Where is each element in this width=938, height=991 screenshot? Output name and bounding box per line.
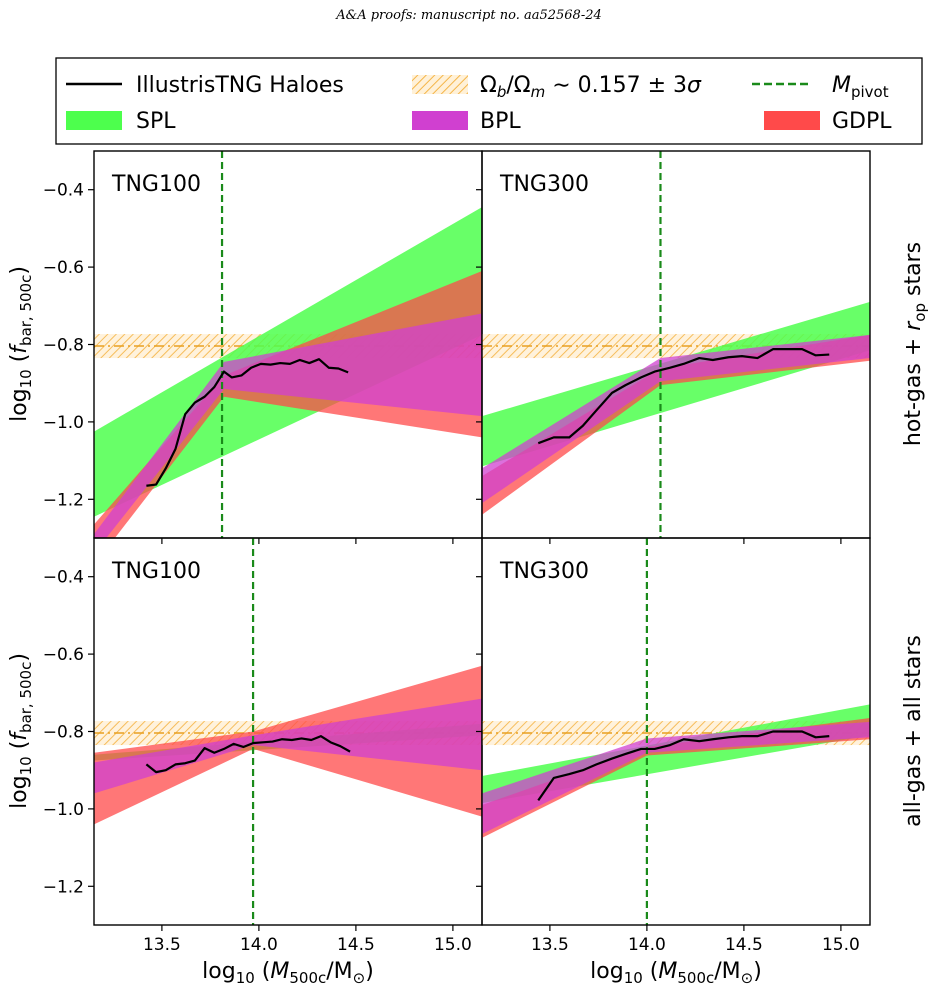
x-axis-label: log10 (M500c/M⊙) xyxy=(202,959,374,987)
panel-title: TNG300 xyxy=(499,172,589,197)
legend-label: GDPL xyxy=(832,109,892,134)
haloes-line xyxy=(537,348,830,445)
y-tick-label: −0.8 xyxy=(43,336,84,356)
x-tick-label: 14.0 xyxy=(240,935,278,955)
y-tick-label: −1.0 xyxy=(43,800,84,820)
y-tick-label: −0.4 xyxy=(43,181,84,201)
axis-labels: log10 (M500c/M⊙) log10 (M500c/M⊙) log10 (f… xyxy=(7,242,929,987)
row-label: all-gas + all stars xyxy=(901,635,926,827)
legend-swatch xyxy=(412,75,468,94)
haloes-line xyxy=(537,730,830,802)
panels: TNG100 −0.4 −0.6 −0.8 −1.0 −1.2 TNG300 TNG100 13… xyxy=(43,150,871,955)
x-tick-label: 14.5 xyxy=(725,935,763,955)
legend-item-haloes: IllustrisTNG Haloes xyxy=(66,73,344,98)
x-tick-label: 15.0 xyxy=(434,935,472,955)
band-bpl xyxy=(94,313,482,538)
band-bpl xyxy=(482,334,870,504)
panel-2: TNG300 xyxy=(476,150,871,544)
panel-3: TNG100 13.5 14.0 14.5 15.0 −0.4 −0.6 −0.8 −1.0 −1… xyxy=(43,537,483,955)
x-tick-label: 14.5 xyxy=(337,935,375,955)
x-tick-label: 13.5 xyxy=(143,935,181,955)
legend-item-bpl: BPL xyxy=(412,109,521,134)
legend-swatch xyxy=(764,111,820,130)
x-tick-label: 13.5 xyxy=(531,935,569,955)
manuscript-header: A&A proofs: manuscript no. aa52568-24 xyxy=(336,8,602,23)
legend-swatch xyxy=(412,111,468,130)
panel-4: TNG300 13.5 14.0 14.5 15.0 xyxy=(476,537,871,955)
legend-label: SPL xyxy=(136,109,176,134)
legend-item-omega: Ωb/Ωm ∼ 0.157 ± 3σ xyxy=(412,73,702,101)
x-axis-label: log10 (M500c/M⊙) xyxy=(590,959,762,987)
y-tick-label: −0.8 xyxy=(43,723,84,743)
row-label: hot-gas + rop stars xyxy=(901,242,929,446)
legend-label: Mpivot xyxy=(832,73,889,101)
panel-title: TNG100 xyxy=(111,172,201,197)
x-tick-label: 15.0 xyxy=(822,935,860,955)
legend-label: Ωb/Ωm ∼ 0.157 ± 3σ xyxy=(480,73,702,101)
legend: IllustrisTNG Haloes Ωb/Ωm ∼ 0.157 ± 3σ Mpi… xyxy=(55,57,923,145)
y-tick-label: −0.6 xyxy=(43,258,84,278)
x-tick-label: 14.0 xyxy=(628,935,666,955)
y-axis-label: log10 (fbar, 500c) xyxy=(7,266,35,422)
y-tick-label: −1.2 xyxy=(43,490,84,510)
legend-label: BPL xyxy=(480,109,521,134)
legend-item-gdpl: GDPL xyxy=(764,109,892,134)
panel-1: TNG100 −0.4 −0.6 −0.8 −1.0 −1.2 xyxy=(43,150,483,544)
haloes-line xyxy=(145,735,351,774)
y-tick-label: −1.2 xyxy=(43,877,84,897)
panel-title: TNG300 xyxy=(499,559,589,584)
y-tick-label: −0.6 xyxy=(43,645,84,665)
y-tick-label: −1.0 xyxy=(43,413,84,433)
legend-swatch xyxy=(66,111,122,130)
legend-label: IllustrisTNG Haloes xyxy=(136,73,344,98)
legend-item-pivot: Mpivot xyxy=(752,73,889,101)
panel-title: TNG100 xyxy=(111,559,201,584)
band-bpl xyxy=(94,698,482,794)
band-bpl xyxy=(482,721,870,835)
y-tick-label: −0.4 xyxy=(43,568,84,588)
y-axis-label: log10 (fbar, 500c) xyxy=(7,653,35,809)
legend-item-spl: SPL xyxy=(66,109,176,134)
haloes-line xyxy=(146,358,349,487)
